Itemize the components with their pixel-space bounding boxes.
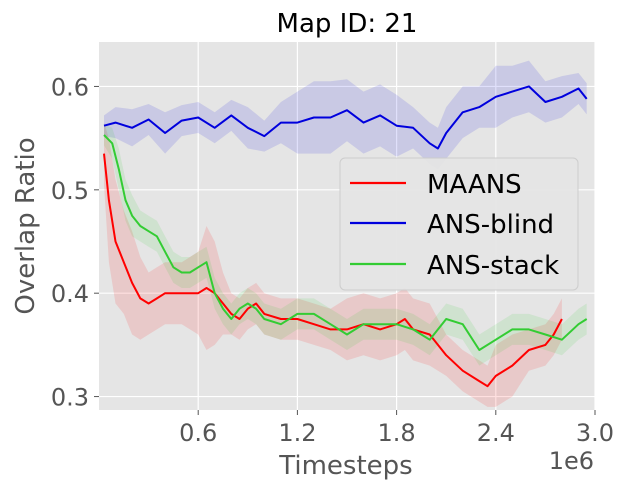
legend-label-ans-blind: ANS-blind (427, 210, 554, 240)
series-line-ans-blind (103, 85, 588, 150)
series-lines (103, 85, 588, 388)
x-tick-label: 1.8 (378, 419, 416, 447)
series-line-ans-stack (103, 134, 588, 351)
x-tick-label: 0.6 (179, 419, 217, 447)
y-tick-label: 0.3 (51, 384, 89, 412)
y-tick-label: 0.4 (51, 280, 89, 308)
x-axis-label: Timesteps (278, 451, 412, 481)
y-tick-label: 0.5 (51, 177, 89, 205)
x-ticks: 0.6 1.2 1.8 2.4 3.0 (179, 410, 614, 447)
band-ans-blind (104, 60, 587, 170)
x-tick-label: 1.2 (278, 419, 316, 447)
legend-box (339, 157, 579, 291)
y-ticks: 0.3 0.4 0.5 0.6 (51, 73, 99, 412)
legend: MAANS ANS-blind ANS-stack (339, 157, 579, 291)
legend-label-maans: MAANS (427, 170, 522, 200)
legend-label-ans-stack: ANS-stack (427, 251, 559, 281)
chart-title: Map ID: 21 (277, 9, 418, 39)
x-tick-label: 2.4 (477, 419, 515, 447)
y-tick-label: 0.6 (51, 73, 89, 101)
x-tick-label: 3.0 (576, 419, 614, 447)
y-axis-label: Overlap Ratio (11, 137, 41, 314)
band-maans (104, 122, 562, 407)
x-offset-label: 1e6 (549, 447, 594, 475)
